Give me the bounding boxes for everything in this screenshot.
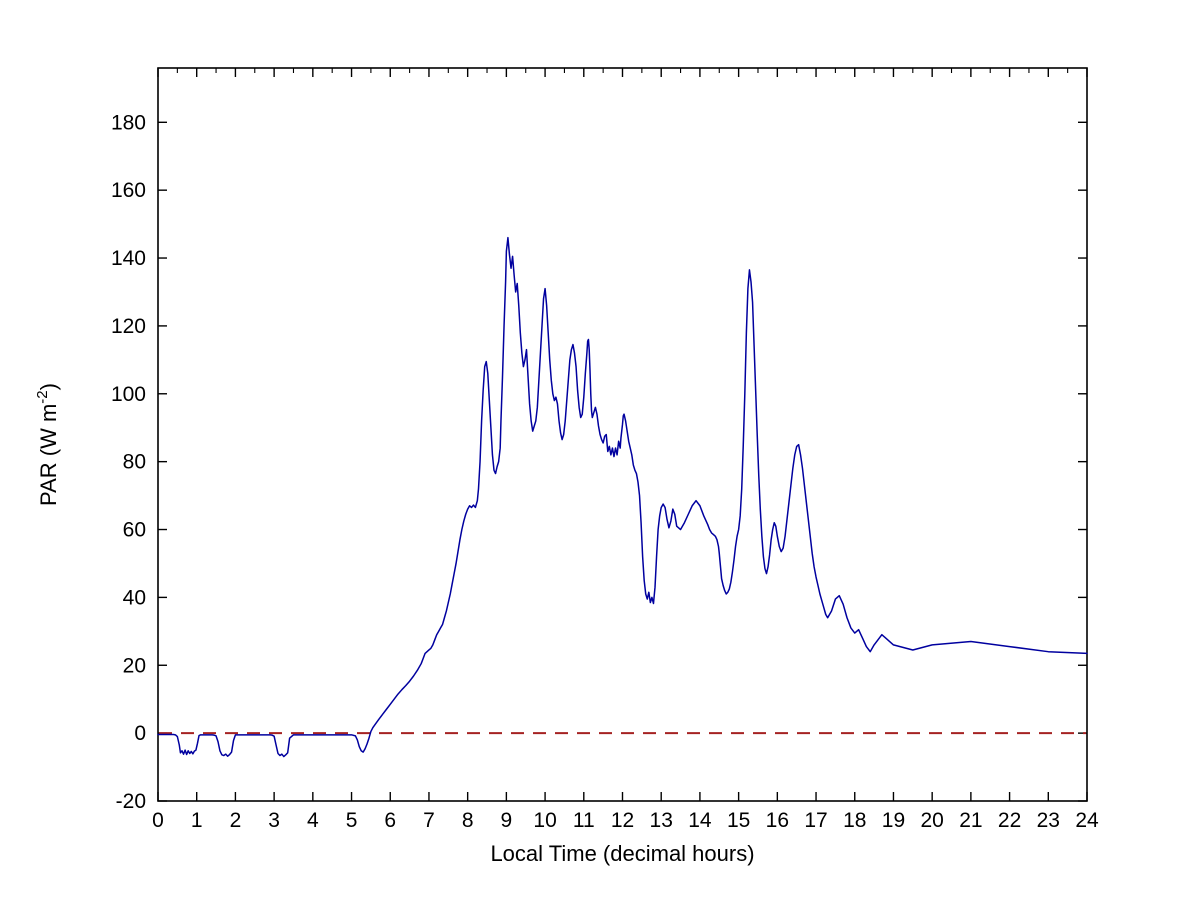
x-axis-title: Local Time (decimal hours) bbox=[490, 841, 754, 866]
x-tick-label-15: 15 bbox=[727, 809, 750, 832]
series-line-par bbox=[157, 236, 1088, 758]
x-tick-label-4: 4 bbox=[307, 809, 319, 832]
y-tick-label-140: 140 bbox=[111, 247, 146, 270]
x-tick-label-9: 9 bbox=[501, 809, 513, 832]
x-tick-label-17: 17 bbox=[804, 809, 827, 832]
labels-group: 0 1 2 3 4 5 6 7 8 9 10 11 12 13 14 15 16 17 18 19 20 21 22 23 24… bbox=[34, 111, 1099, 866]
y-tick-label-20: 20 bbox=[123, 654, 146, 677]
y-axis-title: PAR (W m-2) bbox=[34, 383, 61, 506]
x-tick-label-19: 19 bbox=[882, 809, 905, 832]
y-tick-label-80: 80 bbox=[123, 451, 146, 474]
x-tick-label-2: 2 bbox=[230, 809, 242, 832]
x-tick-label-8: 8 bbox=[462, 809, 474, 832]
x-tick-label-22: 22 bbox=[998, 809, 1021, 832]
y-tick-label-160: 160 bbox=[111, 179, 146, 202]
x-tick-label-16: 16 bbox=[766, 809, 789, 832]
y-tick-label-0: 0 bbox=[134, 722, 146, 745]
x-tick-label-21: 21 bbox=[959, 809, 982, 832]
x-tick-label-7: 7 bbox=[423, 809, 435, 832]
x-tick-label-11: 11 bbox=[573, 809, 595, 832]
x-tick-label-6: 6 bbox=[384, 809, 396, 832]
y-tick-label-180: 180 bbox=[111, 111, 146, 134]
x-tick-label-3: 3 bbox=[268, 809, 280, 832]
x-tick-label-14: 14 bbox=[688, 809, 712, 832]
series-group bbox=[157, 236, 1088, 758]
x-tick-label-18: 18 bbox=[843, 809, 866, 832]
x-tick-label-13: 13 bbox=[650, 809, 673, 832]
y-axis-title-group: PAR (W m-2) bbox=[34, 383, 61, 506]
x-tick-label-0: 0 bbox=[152, 809, 164, 832]
y-tick-label-100: 100 bbox=[111, 383, 146, 406]
x-tick-label-23: 23 bbox=[1037, 809, 1060, 832]
x-tick-label-10: 10 bbox=[533, 809, 556, 832]
x-tick-label-1: 1 bbox=[191, 809, 203, 832]
x-tick-label-5: 5 bbox=[346, 809, 358, 832]
y-tick-label-120: 120 bbox=[111, 315, 146, 338]
x-tick-label-20: 20 bbox=[920, 809, 943, 832]
x-tick-label-12: 12 bbox=[611, 809, 634, 832]
axes-group bbox=[157, 67, 1088, 802]
y-tick-label-60: 60 bbox=[123, 519, 146, 542]
y-tick-label-40: 40 bbox=[123, 586, 146, 609]
x-tick-label-24: 24 bbox=[1075, 809, 1099, 832]
y-tick-label--20: -20 bbox=[116, 790, 146, 813]
